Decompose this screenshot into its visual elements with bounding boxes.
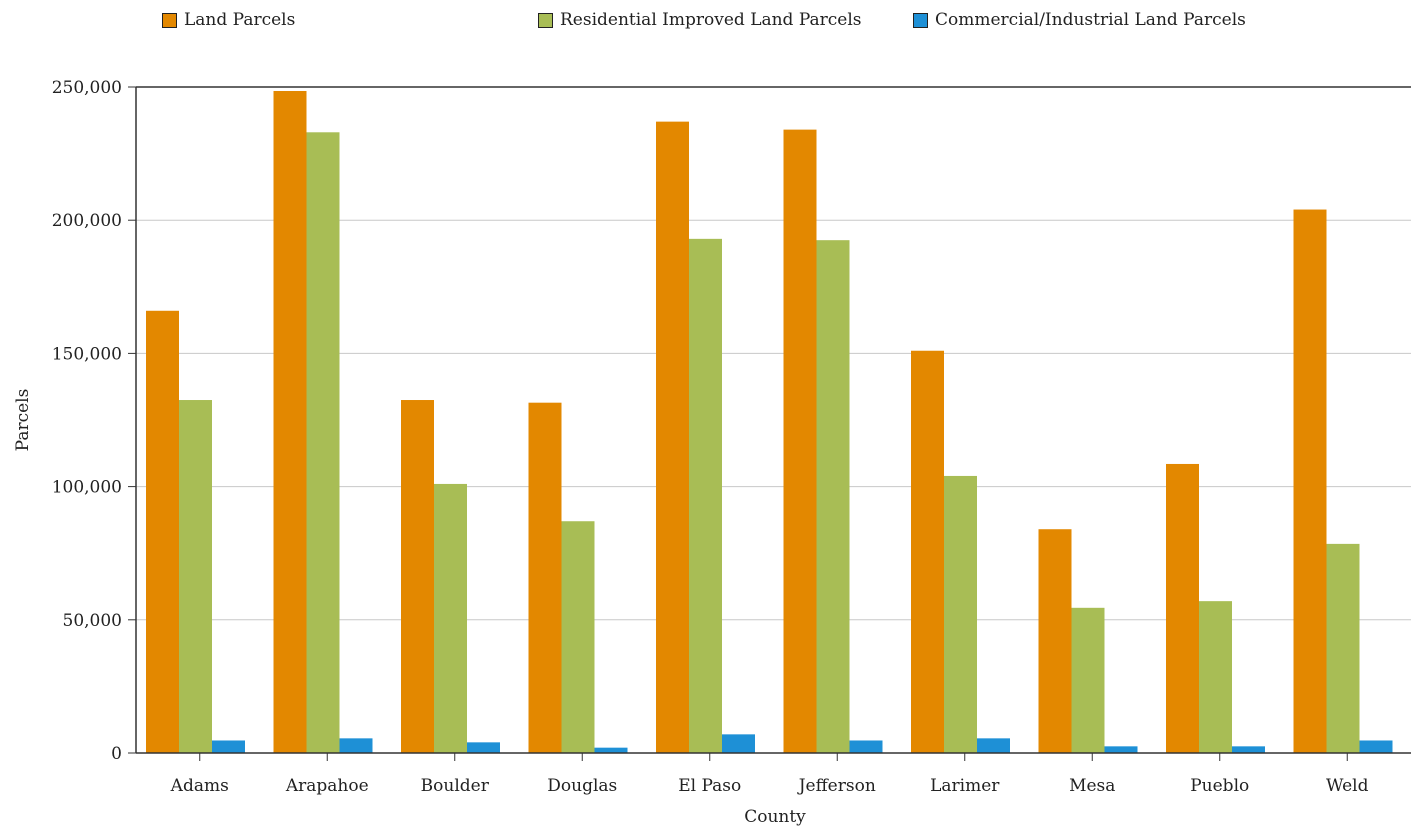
legend-item-residential[interactable]: Residential Improved Land Parcels [538, 10, 862, 30]
legend-label-land-parcels: Land Parcels [184, 10, 296, 30]
x-tick-label-boulder: Boulder [421, 776, 490, 796]
bar-mesa-series-3 [1104, 746, 1138, 753]
x-tick-label-weld: Weld [1326, 776, 1369, 796]
bar-douglas-series-2 [561, 521, 595, 753]
x-axis-label: County [744, 807, 806, 827]
y-tick-label: 150,000 [52, 344, 122, 364]
bar-adams-series-2 [179, 400, 212, 753]
bar-weld-series-3 [1359, 740, 1393, 753]
bar-mesa-series-1 [1038, 529, 1072, 753]
bar-pueblo-series-1 [1166, 463, 1199, 753]
bar-larimer-series-1 [911, 350, 944, 753]
bar-jefferson-series-2 [816, 240, 850, 753]
y-tick-label: 0 [111, 744, 122, 764]
bar-pueblo-series-3 [1232, 746, 1265, 753]
legend-item-land-parcels[interactable]: Land Parcels [162, 10, 295, 30]
x-tick-label-douglas: Douglas [547, 776, 617, 796]
bar-el-paso-series-1 [656, 121, 689, 753]
legend-swatch-residential [538, 12, 553, 28]
bar-boulder-series-2 [434, 483, 467, 753]
y-tick-label: 250,000 [52, 78, 122, 98]
bar-pueblo-series-2 [1199, 601, 1232, 753]
bar-el-paso-series-3 [722, 734, 755, 753]
x-tick-label-adams: Adams [170, 776, 229, 796]
bar-larimer-series-3 [977, 738, 1010, 753]
bar-mesa-series-2 [1071, 607, 1105, 753]
legend-swatch-land-parcels [162, 12, 177, 28]
x-tick-label-jefferson: Jefferson [797, 776, 876, 796]
bar-arapahoe-series-2 [306, 132, 340, 754]
y-axis-label: Parcels [13, 389, 33, 452]
bar-larimer-series-2 [944, 475, 977, 753]
bar-jefferson-series-1 [783, 129, 817, 753]
bar-boulder-series-3 [467, 742, 500, 753]
legend-item-commercial[interactable]: Commercial/Industrial Land Parcels [913, 10, 1246, 30]
legend-label-commercial: Commercial/Industrial Land Parcels [935, 10, 1246, 30]
x-tick-label-mesa: Mesa [1069, 776, 1115, 796]
x-tick-label-larimer: Larimer [930, 776, 1000, 796]
legend-swatch-commercial [913, 12, 928, 28]
y-tick-label: 50,000 [63, 611, 122, 631]
tick-labels: 0 50,000 100,000 150,000 200,000 250,000 Adams… [52, 78, 1369, 796]
chart-legend: Land Parcels Residential Improved Land P… [0, 10, 1411, 36]
y-tick-label: 200,000 [52, 211, 122, 231]
bar-arapahoe-series-1 [273, 90, 307, 754]
y-tick-label: 100,000 [52, 478, 122, 498]
bar-douglas-series-1 [528, 402, 562, 753]
bar-adams-series-3 [212, 740, 245, 753]
bars [146, 90, 1393, 754]
legend-label-residential: Residential Improved Land Parcels [560, 10, 862, 30]
x-tick-label-el-paso: El Paso [678, 776, 741, 796]
bar-el-paso-series-2 [689, 238, 722, 753]
axes [128, 86, 1411, 761]
bar-arapahoe-series-3 [339, 738, 373, 753]
bar-weld-series-1 [1293, 209, 1327, 753]
x-tick-label-pueblo: Pueblo [1190, 776, 1249, 796]
bar-douglas-series-3 [594, 747, 628, 753]
bar-jefferson-series-3 [849, 740, 883, 753]
x-tick-label-arapahoe: Arapahoe [285, 776, 369, 796]
bar-weld-series-2 [1326, 543, 1360, 753]
bar-adams-series-1 [146, 310, 179, 753]
bar-boulder-series-1 [401, 400, 434, 753]
